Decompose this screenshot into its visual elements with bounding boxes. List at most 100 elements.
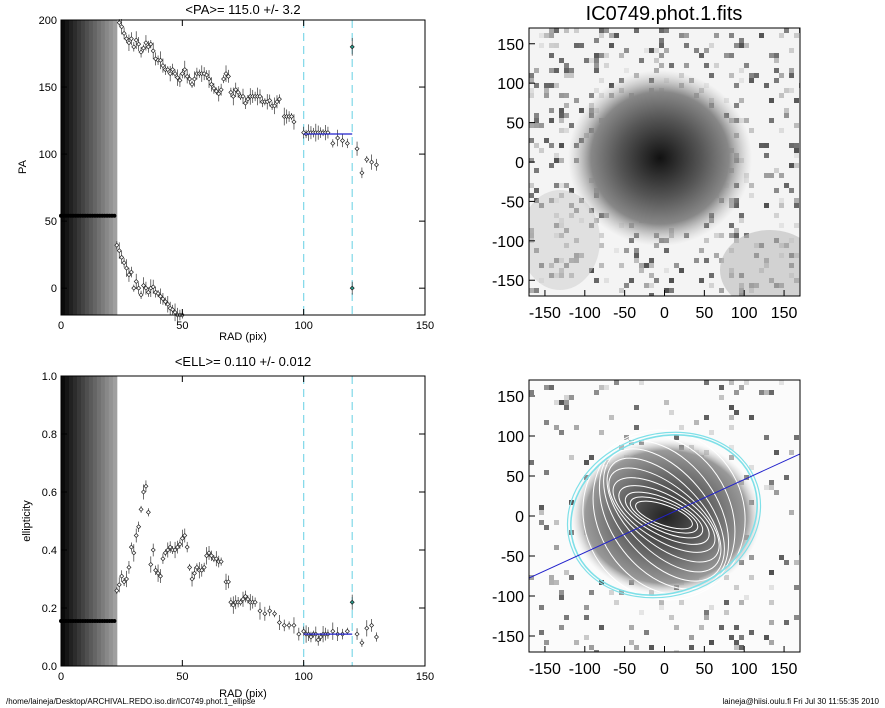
pa-point	[162, 299, 168, 305]
ell-point	[165, 547, 171, 553]
pa-ylabel: PA	[17, 159, 29, 174]
footer-path: /home/laineja/Desktop/ARCHIVAL.REDO.iso.…	[6, 697, 256, 706]
isophote-noise-pixel	[584, 635, 589, 640]
isophote-noise-pixel	[549, 385, 554, 390]
pa-shade-band	[104, 20, 110, 315]
isophote-xtick-label: -50	[613, 661, 636, 678]
ell-point	[344, 628, 350, 634]
pa-point	[213, 88, 219, 94]
pa-point	[170, 67, 176, 73]
isophote-noise-pixel	[619, 445, 624, 450]
pa-shade-band	[80, 20, 86, 315]
image-noise-pixel	[639, 263, 644, 268]
image-noise-pixel	[529, 138, 534, 143]
isophote-ellipse	[624, 491, 704, 539]
image-noise-pixel	[554, 158, 559, 163]
isophote-noise-pixel	[609, 590, 614, 595]
ell-point	[242, 593, 248, 599]
galaxy-blob	[568, 70, 752, 246]
pa-xtick-label: 50	[176, 320, 188, 332]
isophote-noise-pixel	[729, 415, 734, 420]
image-ytick-label: 0	[515, 155, 524, 172]
pa-point	[116, 20, 122, 26]
isophote-noise-pixel	[694, 420, 699, 425]
isophote-noise-pixel	[749, 630, 754, 635]
image-noise-pixel	[794, 148, 799, 153]
image-noise-pixel	[594, 38, 599, 43]
image-noise-pixel	[684, 63, 689, 68]
isophote-noise-pixel	[544, 385, 549, 390]
isophote-noise-pixel	[659, 605, 664, 610]
pa-point	[128, 269, 134, 275]
pa-point	[160, 296, 166, 302]
image-noise-pixel	[769, 98, 774, 103]
isophote-noise-pixel	[724, 575, 729, 580]
isophote-noise-pixel	[629, 625, 634, 630]
ell-shading	[61, 376, 118, 666]
isophote-noise-pixel	[544, 640, 549, 645]
image-noise-pixel	[564, 63, 569, 68]
pa-shade-band	[88, 20, 94, 315]
image-noise-pixel	[749, 193, 754, 198]
isophote-noise-pixel	[549, 575, 554, 580]
ell-point	[262, 611, 268, 617]
isophote-noise-pixel	[729, 455, 734, 460]
image-noise-pixel	[734, 228, 739, 233]
ell-point	[315, 637, 321, 643]
image-noise-pixel	[599, 78, 604, 83]
ell-ylabel: ellipticity	[21, 500, 33, 542]
image-noise-pixel	[704, 63, 709, 68]
isophote-noise-pixel	[749, 465, 754, 470]
image-noise-pixel	[784, 183, 789, 188]
image-xtick-label: 0	[660, 305, 669, 322]
pa-point	[150, 284, 156, 290]
isophote-noise-pixel	[609, 415, 614, 420]
isophote-noise-pixel	[599, 385, 604, 390]
image-noise-pixel	[549, 163, 554, 168]
image-noise-pixel	[734, 103, 739, 108]
pa-point	[344, 140, 350, 146]
pa-xtick-label: 150	[416, 320, 434, 332]
isophote-noise-pixel	[734, 410, 739, 415]
image-noise-pixel	[654, 278, 659, 283]
pa-point	[211, 85, 217, 91]
image-noise-pixel	[749, 73, 754, 78]
pa-point	[221, 76, 227, 82]
image-noise-pixel	[649, 293, 654, 296]
isophote-noise-pixel	[564, 395, 569, 400]
ell-shade-band	[96, 376, 102, 666]
image-noise-pixel	[609, 33, 614, 38]
ell-point	[318, 634, 324, 640]
galaxy-halo-left	[529, 190, 600, 290]
isophote-noise-pixel	[679, 425, 684, 430]
image-noise-pixel	[624, 283, 629, 288]
image-noise-pixel	[789, 48, 794, 53]
isophote-noise-pixel	[559, 595, 564, 600]
pa-point	[276, 96, 282, 102]
isophote-noise-pixel	[724, 600, 729, 605]
pa-point	[349, 44, 355, 50]
isophote-noise-pixel	[729, 445, 734, 450]
isophote-ytick-label: 100	[497, 429, 524, 446]
isophote-noise-pixel	[554, 425, 559, 430]
isophote-noise-pixel	[559, 400, 564, 405]
image-noise-pixel	[794, 198, 799, 203]
image-xtick-label: -100	[569, 305, 601, 322]
isophote-noise-pixel	[674, 435, 679, 440]
ell-point	[119, 573, 125, 579]
isophote-noise-pixel	[574, 425, 579, 430]
image-noise-pixel	[729, 53, 734, 58]
ell-point	[116, 582, 122, 588]
pa-point	[157, 293, 163, 299]
image-noise-pixel	[774, 213, 779, 218]
image-noise-pixel	[549, 28, 554, 33]
ell-plot-frame	[60, 375, 426, 667]
image-noise-pixel	[534, 168, 539, 173]
image-noise-pixel	[579, 43, 584, 48]
image-noise-pixel	[599, 33, 604, 38]
ell-point	[296, 631, 302, 637]
isophote-noise-pixel	[589, 645, 594, 650]
image-noise-pixel	[794, 98, 799, 103]
pa-point	[165, 67, 171, 73]
image-noise-pixel	[534, 118, 539, 123]
